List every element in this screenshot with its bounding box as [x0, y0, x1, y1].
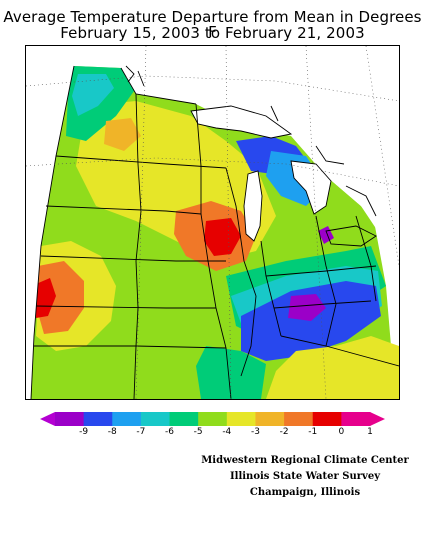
legend-tick-label: -5: [193, 427, 203, 437]
map-band-yellow-south: [266, 336, 399, 399]
legend-tick-label: -3: [250, 427, 260, 437]
map-band-cyan-northwest: [72, 74, 114, 116]
legend-swatches: [55, 412, 371, 426]
legend-swatch: [198, 412, 228, 426]
legend-tick-label: -2: [279, 427, 289, 437]
lake-huron: [291, 161, 331, 214]
legend-arrow-left: [40, 412, 55, 426]
border-line: [260, 240, 282, 337]
border-line: [315, 215, 337, 347]
legend-tick-label: -8: [107, 427, 117, 437]
legend-tick-label: -9: [79, 427, 89, 437]
map-band-orange-northwest: [104, 118, 141, 151]
map-title-line-2: February 15, 2003 to February 21, 2003: [60, 24, 365, 42]
legend-tick-label: -1: [308, 427, 318, 437]
legend-swatch: [169, 412, 199, 426]
lake-outline: [290, 160, 332, 215]
credit-location: Champaign, Illinois: [249, 487, 361, 498]
legend-tick-label: -4: [222, 427, 232, 437]
map-title-line-1: Average Temperature Departure from Mean …: [3, 8, 422, 41]
legend-swatch: [341, 412, 371, 426]
border-line: [133, 93, 142, 399]
graticule: [26, 46, 399, 399]
map-band-red-central: [204, 218, 241, 256]
legend-swatch: [55, 412, 85, 426]
canada-white-area: [121, 64, 399, 246]
border-line: [45, 205, 202, 215]
graticule-line: [135, 46, 147, 399]
legend-swatch: [140, 412, 171, 426]
credit-organization: Midwestern Regional Climate Center: [201, 455, 409, 466]
graticule-line: [26, 75, 399, 102]
lake-michigan: [244, 171, 262, 241]
border-line: [55, 155, 227, 169]
map-band-red-southwest: [36, 278, 56, 318]
border-line: [40, 255, 226, 262]
border-line: [265, 265, 377, 277]
legend-arrow-right: [370, 412, 385, 426]
map-band-green-south: [196, 346, 266, 399]
legend-swatch: [284, 412, 314, 426]
border-line: [30, 65, 75, 399]
border-line: [225, 167, 257, 377]
border-line: [280, 335, 399, 367]
top-left-white-corner: [26, 46, 399, 399]
state-borders: [30, 65, 399, 399]
legend-swatch: [226, 412, 256, 426]
graticule-line: [225, 46, 232, 399]
temperature-departure-map: [26, 46, 399, 399]
map-band-purple-east: [288, 294, 326, 321]
legend-tick-label: -6: [165, 427, 175, 437]
lake-outline: [243, 170, 263, 242]
border-line: [355, 215, 377, 302]
lake-outline: [190, 105, 293, 139]
lake-outlines: [125, 65, 377, 247]
map-frame: [25, 45, 400, 400]
lake-outline: [325, 225, 377, 247]
border-line: [35, 305, 216, 309]
legend-tick-label: -7: [136, 427, 146, 437]
credit-survey: Illinois State Water Survey: [229, 471, 381, 482]
border-line: [273, 300, 372, 309]
legend-swatch: [83, 412, 113, 426]
border-line: [195, 103, 232, 399]
legend-swatch: [255, 412, 285, 426]
legend-swatch: [112, 412, 142, 426]
graticule-line: [305, 46, 327, 399]
coastline: [125, 65, 377, 217]
legend-color-bar: [40, 412, 385, 426]
legend-swatch: [312, 412, 342, 426]
legend-tick-label: 0: [338, 427, 345, 437]
legend-tick-label: 1: [367, 427, 373, 437]
